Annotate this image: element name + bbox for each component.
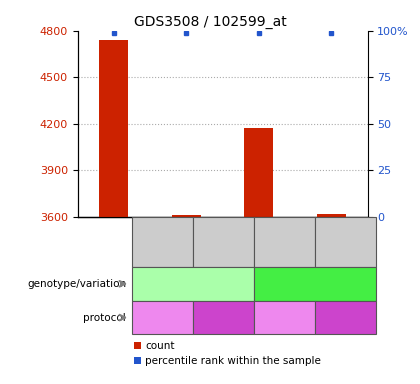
Bar [317, 214, 346, 217]
Text: GSM254440: GSM254440 [219, 215, 228, 269]
Bar [315, 301, 376, 334]
Text: HSL null: HSL null [294, 279, 336, 289]
Bar [254, 217, 315, 267]
Bar [100, 40, 129, 217]
Bar [315, 217, 376, 267]
Bar [134, 342, 141, 349]
Bar [244, 128, 273, 217]
Text: normal diet: normal diet [260, 313, 309, 322]
Bar [254, 267, 376, 301]
Bar [254, 301, 315, 334]
Bar [132, 217, 193, 267]
Bar [193, 217, 254, 267]
Text: GSM254439: GSM254439 [158, 215, 167, 269]
Bar [132, 301, 193, 334]
Text: normal diet: normal diet [139, 313, 187, 322]
Bar [132, 267, 254, 301]
Text: GDS3508 / 102599_at: GDS3508 / 102599_at [134, 15, 286, 29]
Text: GSM254442: GSM254442 [341, 215, 350, 269]
Text: high fat diet: high fat diet [320, 313, 371, 322]
Text: wild type: wild type [169, 279, 217, 289]
Text: GSM254441: GSM254441 [280, 215, 289, 269]
Text: high fat diet: high fat diet [198, 313, 249, 322]
Text: percentile rank within the sample: percentile rank within the sample [145, 356, 321, 366]
Bar [193, 301, 254, 334]
Bar [172, 215, 201, 217]
Text: genotype/variation: genotype/variation [27, 279, 126, 289]
Bar [134, 357, 141, 364]
Text: protocol: protocol [83, 313, 126, 323]
Text: count: count [145, 341, 175, 351]
